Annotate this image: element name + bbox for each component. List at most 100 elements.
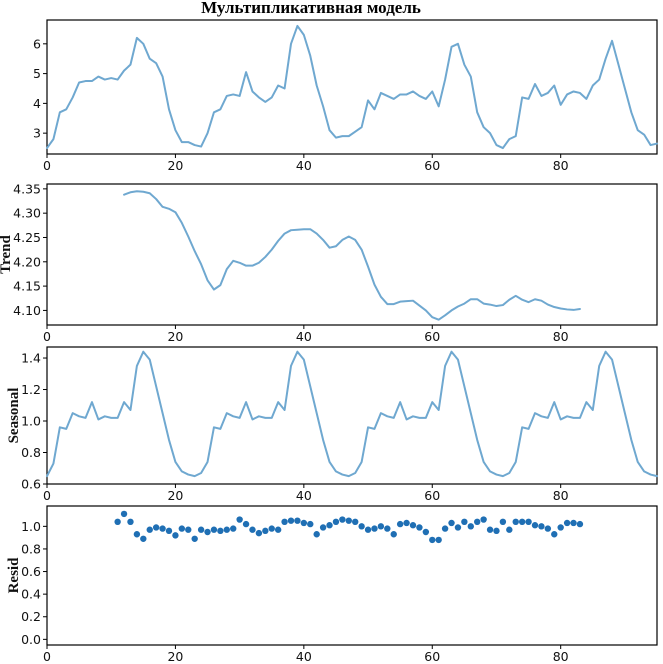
resid-point [461,518,468,526]
resid-point [146,526,153,533]
resid-point [396,520,404,528]
resid-point [274,526,282,533]
axes-frame-observed [46,19,658,155]
xtick-label-seasonal: 80 [553,488,569,503]
resid-point [371,525,378,532]
resid-point [422,528,430,536]
resid-point [287,517,295,524]
resid-point [551,531,558,538]
resid-point [281,518,288,526]
xtick-label-seasonal: 40 [296,488,312,503]
resid-point [512,518,519,526]
resid-point [159,525,166,532]
resid-point [345,517,352,524]
ylabel-seasonal: Seasonal [6,388,22,444]
resid-point [210,526,218,533]
resid-point [570,519,577,527]
resid-point [563,519,571,527]
resid-point [185,526,192,533]
axes-frame-resid [46,505,658,646]
resid-point [429,536,436,544]
ytick-label-trend: 4.30 [13,206,41,221]
resid-point [416,524,423,531]
axes-frame-seasonal [46,346,658,485]
figure-title: Мультипликативная модель [201,0,421,17]
resid-point [230,525,237,532]
ytick-label-trend: 4.20 [13,254,41,269]
resid-point [294,517,301,524]
xtick-label-seasonal: 0 [43,488,51,503]
resid-point [307,520,314,528]
ytick-label-trend: 4.10 [13,303,41,318]
resid-point [223,526,230,533]
resid-point [300,519,308,527]
ytick-label-seasonal: 1.2 [21,382,41,397]
xtick-label-observed: 60 [424,158,440,173]
ytick-label-resid: 0.0 [21,632,41,647]
ytick-label-resid: 0.2 [21,609,41,624]
resid-point [191,535,198,542]
resid-point [236,516,243,523]
resid-point [544,525,552,532]
xtick-label-resid: 40 [296,649,312,664]
resid-point [390,531,397,538]
series-line-observed [46,24,658,150]
resid-point [518,518,526,526]
ytick-label-seasonal: 0.6 [21,477,41,492]
xtick-label-trend: 60 [424,329,440,344]
resid-point [114,518,121,526]
xtick-label-resid: 80 [553,649,569,664]
ytick-label-resid: 0.6 [21,564,41,579]
resid-point [474,518,481,526]
xtick-label-observed: 40 [296,158,312,173]
resid-point [197,526,205,533]
resid-point [217,527,224,535]
resid-point [339,516,346,523]
resid-point [319,524,327,531]
ytick-label-resid: 0.4 [21,587,41,602]
ytick-label-seasonal: 1.4 [21,351,41,366]
resid-point [480,516,487,523]
xtick-label-resid: 0 [43,649,51,664]
ylabel-trend: Trend [0,235,14,274]
series-line-seasonal [46,350,658,478]
xtick-label-observed: 80 [553,158,569,173]
resid-point [448,519,455,527]
ytick-label-trend: 4.25 [13,230,41,245]
ytick-label-resid: 0.8 [21,541,41,556]
resid-point [499,518,507,526]
resid-point [454,524,462,531]
resid-point [493,527,500,535]
ytick-label-seasonal: 0.8 [21,445,41,460]
axes-frame-trend [46,183,658,326]
xtick-label-trend: 20 [167,329,183,344]
resid-point [576,520,584,528]
resid-point [178,525,186,532]
panel-trend: 4.10 4.15 4.20 4.25 4.30 4.35 0 20 40 60 80 Trend [0,181,658,344]
ytick-label-observed: 5 [33,66,41,81]
resid-point [358,523,365,530]
ytick-label-observed: 4 [33,96,41,111]
xtick-label-seasonal: 60 [424,488,440,503]
resid-point [133,531,141,538]
ytick-label-observed: 3 [33,126,41,141]
resid-point [557,524,564,531]
resid-point [262,527,269,535]
xtick-label-resid: 20 [167,649,183,664]
resid-point [255,529,263,537]
resid-point [326,522,333,529]
resid-point [165,527,173,535]
xtick-label-seasonal: 20 [167,488,183,503]
panel-resid: 0.0 0.2 0.4 0.6 0.8 1.0 0 20 40 60 80 Resid [6,505,658,664]
resid-point [249,526,256,533]
xtick-label-trend: 80 [553,329,569,344]
resid-point [377,523,385,530]
xtick-label-trend: 0 [43,329,51,344]
resid-point [313,531,320,538]
ylabel-resid: Resid [6,557,22,593]
resid-point [384,525,391,532]
xtick-label-observed: 20 [167,158,183,173]
resid-point [268,525,275,532]
